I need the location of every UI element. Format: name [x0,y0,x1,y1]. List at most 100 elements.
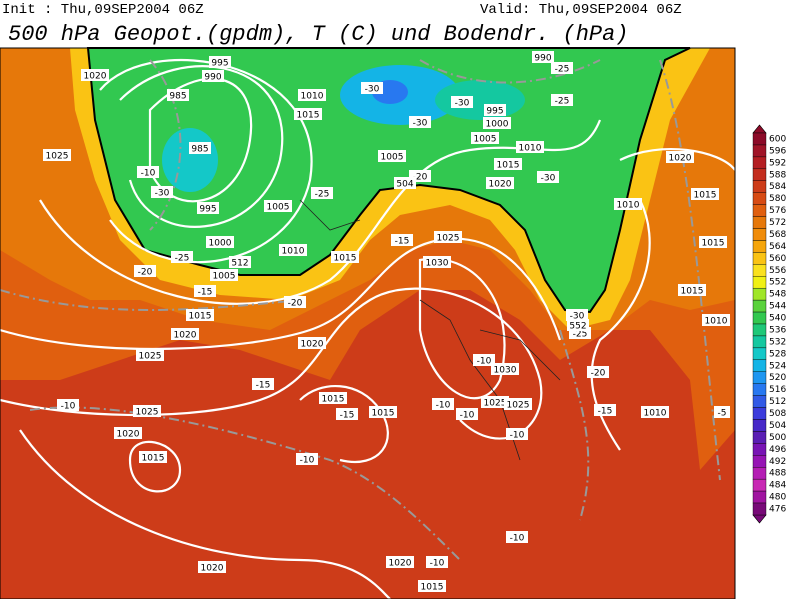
contour-label: 1015 [142,454,165,464]
label-backdrop [484,104,506,116]
label-backdrop [678,284,706,296]
label-backdrop [594,404,616,416]
label-backdrop [136,349,164,361]
label-backdrop [551,62,573,74]
contour-label: 1025 [484,399,507,409]
label-backdrop [133,405,161,417]
contour-label: -10 [460,411,475,421]
label-backdrop [432,398,454,410]
colorbar-swatch [752,419,767,432]
label-backdrop [504,398,532,410]
colorbar-swatch [752,443,767,456]
contour-label: 1025 [46,152,69,162]
contour-label: 985 [191,145,208,155]
contour-label: 1000 [486,120,509,130]
label-backdrop [206,236,234,248]
contour-label: 1020 [669,154,692,164]
contour-label: -20 [138,268,153,278]
label-backdrop [194,285,216,297]
colorbar-swatch [752,252,767,265]
label-backdrop [331,251,359,263]
coastline [299,199,561,461]
contour-label: 995 [199,205,216,215]
label-backdrop [284,296,306,308]
contour-label: 1005 [267,203,290,213]
colorbar-swatch [752,299,767,313]
isobar [418,257,506,400]
isobar [128,440,182,493]
colorbar-swatch [752,359,767,372]
colorbar-label: 512 [769,397,786,407]
contour-label: 1015 [322,395,345,405]
label-backdrop [369,406,397,418]
valid-time: Valid: Thu,09SEP2004 06Z [480,2,682,18]
isobar [0,287,543,440]
contour-label: 1010 [282,247,305,257]
label-backdrop [473,354,495,366]
contour-label: -10 [141,169,156,179]
label-backdrop [494,158,522,170]
colorbar-swatch [752,132,767,146]
colorbar-swatch [752,144,767,158]
isotherm [149,59,721,481]
contour-label: -10 [300,456,315,466]
contour-label: -10 [61,402,76,412]
colorbar-label: 560 [769,254,786,264]
contour-label: -25 [555,65,570,75]
colorbar-label: 520 [769,373,786,383]
contour-labels: 1020 995 990 985 1010 1015 -30 -30 995 1000 1005 -3… [43,51,730,593]
colorbar-swatch [752,395,767,408]
colorbar-label: 528 [769,349,786,359]
label-backdrop [264,200,292,212]
isobar [19,429,391,599]
colorbar-swatch [752,192,767,205]
contour-label: 1020 [174,331,197,341]
label-backdrop [391,234,413,246]
colorbar-label: 532 [769,337,786,347]
label-backdrop [114,427,142,439]
label-backdrop [691,188,719,200]
colorbar-label: 488 [769,469,786,479]
colorbar-swatch [752,371,767,384]
contour-label: -20 [288,299,303,309]
colorbar-swatch [752,240,767,253]
colorbar-label: 544 [769,302,786,312]
label-backdrop [456,408,478,420]
contour-label: 1005 [474,135,497,145]
colorbar-label: 516 [769,385,786,395]
label-backdrop [336,408,358,420]
label-backdrop [506,531,528,543]
colorbar-swatch [752,180,767,193]
contour-label: 1005 [381,153,404,163]
contour-label: -10 [510,431,525,441]
colorbar-swatch [752,455,767,468]
label-backdrop [471,132,499,144]
label-backdrop [423,256,451,268]
contour-label: -15 [198,288,213,298]
contour-label: 1015 [497,161,520,171]
contour-label: -30 [365,85,380,95]
contour-label: 1010 [617,201,640,211]
label-backdrop [294,108,322,120]
label-backdrop [167,89,189,101]
label-backdrop [426,556,448,568]
label-backdrop [139,451,167,463]
colorbar-label: 552 [769,278,786,288]
contour-label: 504 [396,180,413,190]
contour-label: -10 [510,534,525,544]
contour-label: -10 [430,559,445,569]
contour-label: -30 [570,312,585,322]
contour-label: -5 [718,409,727,419]
contour-label: 995 [486,107,503,117]
contour-label: 1015 [334,254,357,264]
label-backdrop [641,406,669,418]
label-backdrop [451,96,473,108]
label-backdrop [43,149,71,161]
colorbar-label: 592 [769,158,786,168]
label-backdrop [171,328,199,340]
contour-label: 1005 [213,272,236,282]
label-backdrop [434,231,462,243]
contour-label: 1010 [301,92,324,102]
contour-label: -25 [315,190,330,200]
